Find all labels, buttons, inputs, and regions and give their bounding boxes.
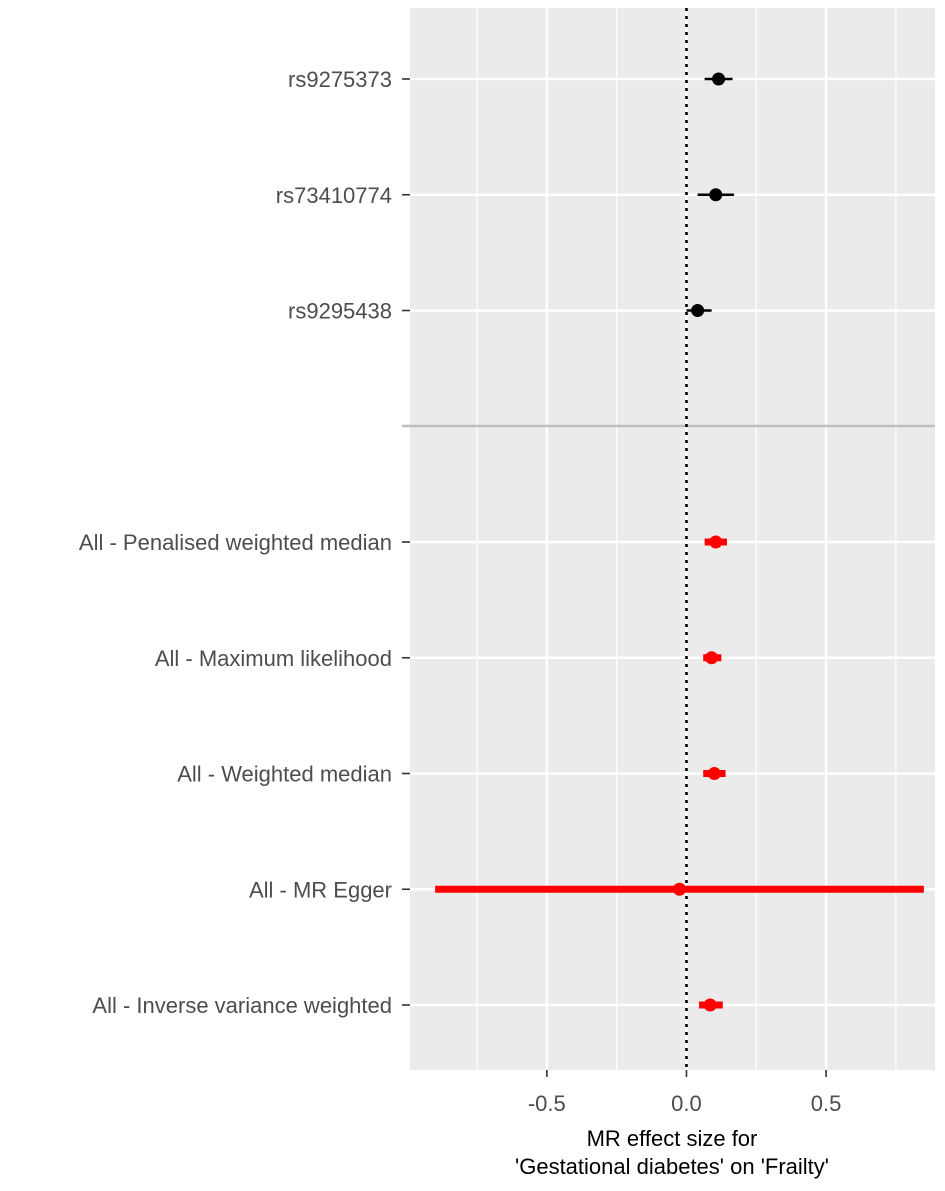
point-estimate [712, 72, 726, 86]
data-marks [435, 72, 924, 1012]
row-label: All - Maximum likelihood [155, 646, 392, 671]
point-estimate [709, 188, 723, 202]
x-tick-label: 0.0 [671, 1091, 702, 1116]
row-labels: rs9275373 rs73410774 rs9295438 All - Penali… [79, 67, 410, 1018]
row-label: All - Penalised weighted median [79, 530, 392, 555]
row-label: All - Weighted median [177, 762, 392, 787]
point-estimate [703, 998, 717, 1012]
row-label: All - Inverse variance weighted [92, 993, 392, 1018]
x-axis-title-line-2: 'Gestational diabetes' on 'Frailty' [515, 1154, 829, 1179]
x-axis-title-line-1: MR effect size for [587, 1126, 758, 1151]
point-estimate [705, 651, 719, 665]
x-tick-label: 0.5 [811, 1091, 842, 1116]
row-label: All - MR Egger [249, 877, 392, 902]
row-label: rs73410774 [276, 183, 392, 208]
x-axis: -0.5 0.0 0.5 [528, 1070, 842, 1116]
panel-background [410, 8, 935, 1070]
row-label: rs9275373 [288, 67, 392, 92]
x-tick-label: -0.5 [528, 1091, 566, 1116]
point-estimate [691, 304, 705, 317]
point-estimate [709, 535, 723, 549]
row-label: rs9295438 [288, 299, 392, 324]
point-estimate [672, 882, 686, 896]
point-estimate [707, 767, 721, 780]
